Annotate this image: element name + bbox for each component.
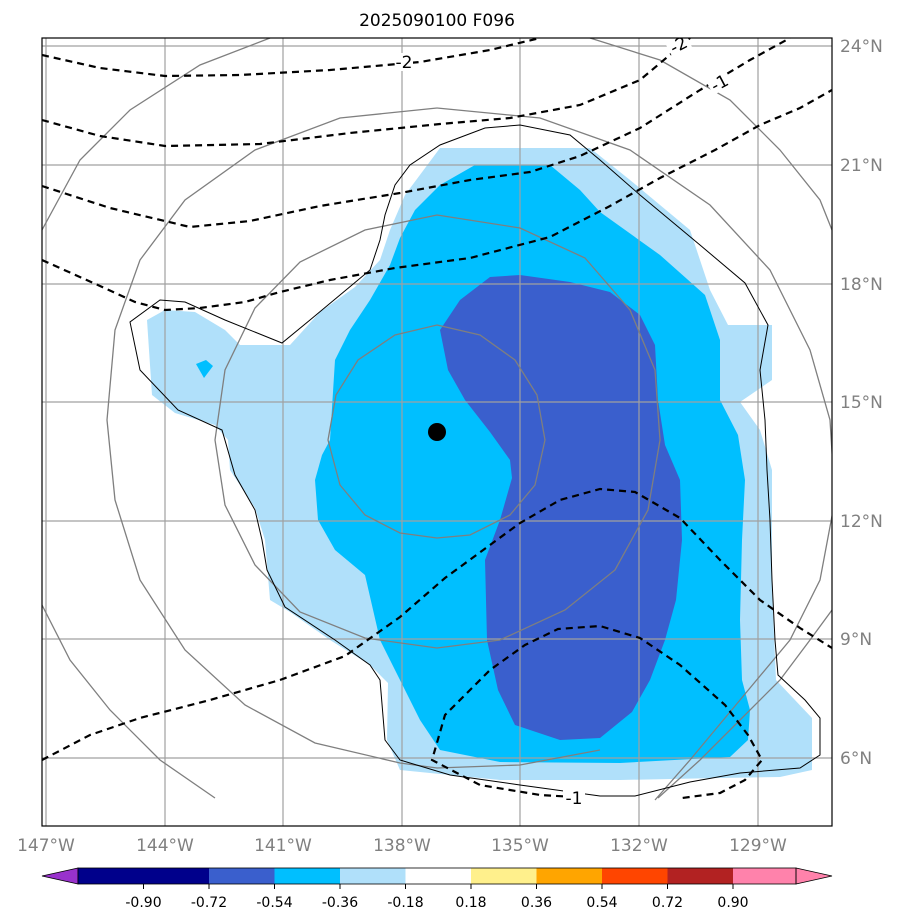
lon-tick-label: 147°W xyxy=(17,836,75,856)
lat-tick-label: 24°N xyxy=(840,37,883,57)
plot-title: 2025090100 F096 xyxy=(359,11,515,31)
lat-tick-label: 6°N xyxy=(840,749,872,769)
plot-area: -2 -2 -1 -1 xyxy=(42,33,832,826)
lon-tick-label: 129°W xyxy=(729,836,787,856)
plot-frame xyxy=(41,37,833,827)
colorbar-segment xyxy=(536,868,602,884)
contour-label-3: -1 xyxy=(708,71,732,97)
contour-label-1: -2 xyxy=(396,53,413,73)
dashed-contour-top xyxy=(42,38,541,78)
colorbar-extend-left xyxy=(41,867,79,885)
range-ring-outermost-right-lower xyxy=(657,609,832,799)
range-ring-middle xyxy=(214,214,661,649)
dashed-contour-lower xyxy=(42,487,832,761)
colorbar-segment xyxy=(405,868,471,884)
dashed-contour-fourth xyxy=(42,89,832,312)
range-ring-outermost xyxy=(42,38,271,231)
range-ring-outermost-left xyxy=(42,604,216,799)
colorbar-tick-label: 0.72 xyxy=(652,895,683,911)
black-outline-contour xyxy=(129,124,821,797)
colorbar-ticks xyxy=(143,884,734,889)
colorbar-tick-labels: -0.90 -0.72 -0.54 -0.36 -0.18 0.18 0.36 … xyxy=(125,895,748,911)
range-ring-outer xyxy=(436,107,832,801)
lat-tick-label: 12°N xyxy=(840,512,883,532)
longitude-tick-labels: 147°W 144°W 141°W 138°W 135°W 132°W 129°… xyxy=(17,836,787,856)
lat-tick-label: 18°N xyxy=(840,275,883,295)
range-ring-inner xyxy=(327,324,546,539)
dashed-contour-third xyxy=(42,38,791,229)
colorbar-extend-right xyxy=(795,867,833,885)
colorbar-segment xyxy=(143,868,209,884)
colorbar-segment xyxy=(274,868,340,884)
range-ring-outermost-right xyxy=(589,38,832,231)
lon-tick-label: 141°W xyxy=(254,836,312,856)
colorbar-tick-label: -0.72 xyxy=(191,895,227,911)
contour-label-4: -1 xyxy=(566,789,583,809)
colorbar: -0.90 -0.72 -0.54 -0.36 -0.18 0.18 0.36 … xyxy=(41,867,833,911)
colorbar-tick-label: 0.90 xyxy=(717,895,748,911)
lon-tick-label: 132°W xyxy=(610,836,668,856)
lon-tick-label: 138°W xyxy=(373,836,431,856)
colorbar-segment xyxy=(602,868,668,884)
colorbar-tick-label: -0.36 xyxy=(322,895,358,911)
colorbar-segment xyxy=(733,868,796,884)
dashed-contours xyxy=(42,38,832,800)
colorbar-tick-label: 0.18 xyxy=(455,895,486,911)
colorbar-tick-label: -0.18 xyxy=(387,895,423,911)
colorbar-tick-label: 0.36 xyxy=(521,895,552,911)
lat-tick-label: 15°N xyxy=(840,393,883,413)
colorbar-segment xyxy=(340,868,406,884)
latitude-tick-labels: 24°N 21°N 18°N 15°N 12°N 9°N 6°N xyxy=(840,37,883,769)
polygon-fill-small xyxy=(196,360,213,378)
storm-center-marker xyxy=(428,423,446,441)
colorbar-tick-label: -0.54 xyxy=(256,895,292,911)
lat-tick-label: 21°N xyxy=(840,156,883,176)
colorbar-segment xyxy=(78,868,144,884)
colorbar-segment xyxy=(667,868,733,884)
contour-label-2: -2 xyxy=(667,33,691,59)
colorbar-tick-label: 0.54 xyxy=(586,895,617,911)
colorbar-frame xyxy=(77,867,797,885)
dark-blue-fill-region xyxy=(440,275,682,740)
lon-tick-label: 135°W xyxy=(491,836,549,856)
colorbar-segment xyxy=(209,868,275,884)
dashed-contour-second xyxy=(42,38,691,148)
colorbar-segment xyxy=(471,868,537,884)
gridlines xyxy=(42,38,832,826)
lat-tick-label: 9°N xyxy=(840,630,872,650)
lon-tick-label: 144°W xyxy=(136,836,194,856)
colorbar-tick-label: -0.90 xyxy=(125,895,161,911)
